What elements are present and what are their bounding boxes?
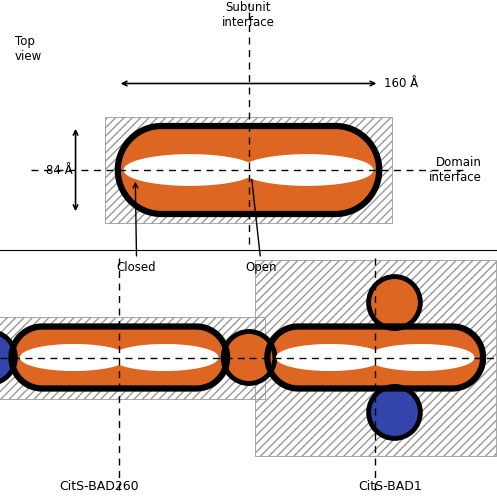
Text: 84 Å: 84 Å <box>46 164 73 176</box>
Bar <box>255 260 496 456</box>
Polygon shape <box>368 344 474 370</box>
Text: Subunit
interface: Subunit interface <box>222 1 275 28</box>
Text: Domain
interface: Domain interface <box>429 156 482 184</box>
Polygon shape <box>118 126 379 214</box>
Polygon shape <box>267 326 483 388</box>
Text: Closed: Closed <box>117 183 157 274</box>
Polygon shape <box>277 344 383 370</box>
Circle shape <box>0 332 15 384</box>
Polygon shape <box>21 344 127 370</box>
Polygon shape <box>11 326 227 388</box>
Bar <box>105 117 392 223</box>
Text: CitS-BAD1: CitS-BAD1 <box>358 480 422 492</box>
Polygon shape <box>124 155 255 185</box>
Polygon shape <box>11 326 227 388</box>
Bar <box>255 260 496 456</box>
Bar <box>0 316 265 398</box>
Text: CitS-BAD260: CitS-BAD260 <box>60 480 139 492</box>
Polygon shape <box>111 344 218 370</box>
Circle shape <box>369 276 420 328</box>
Bar <box>105 117 392 223</box>
Circle shape <box>223 332 275 384</box>
Polygon shape <box>118 126 379 214</box>
Bar <box>0 316 265 398</box>
Polygon shape <box>267 326 483 388</box>
Polygon shape <box>242 155 373 185</box>
Text: 160 Å: 160 Å <box>384 77 418 90</box>
Circle shape <box>369 386 420 438</box>
Text: Top
view: Top view <box>15 35 42 62</box>
Text: Open: Open <box>246 170 277 274</box>
